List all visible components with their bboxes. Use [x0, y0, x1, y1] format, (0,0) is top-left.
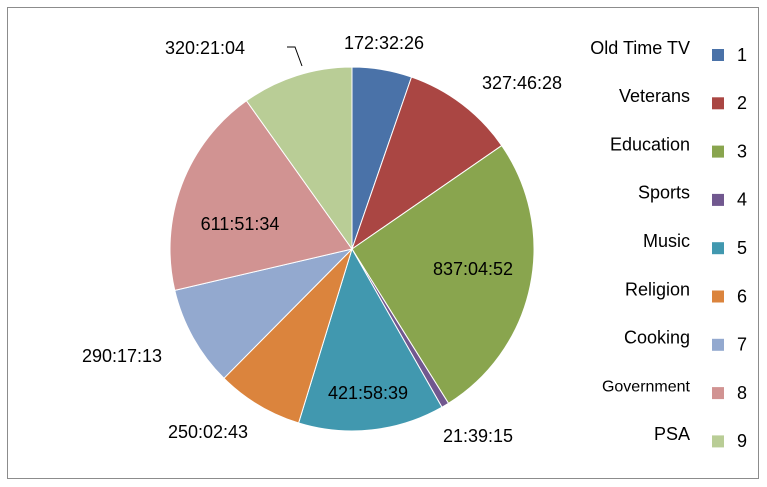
- legend-swatch: [712, 435, 724, 448]
- data-label: 21:39:15: [443, 426, 513, 446]
- legend-id: 3: [737, 141, 747, 161]
- legend-label: Sports: [638, 183, 690, 203]
- legend-label: PSA: [654, 424, 690, 444]
- pie-slice: [351, 144, 535, 405]
- pie-slice: [174, 248, 354, 379]
- legend-swatch: [712, 193, 724, 206]
- pie-slice: [169, 100, 353, 291]
- legend-label: Old Time TV: [590, 38, 690, 58]
- legend-label: Government: [602, 378, 691, 395]
- data-label: 421:58:39: [328, 383, 408, 403]
- data-label: 611:51:34: [201, 214, 280, 234]
- legend-label: Music: [643, 231, 690, 251]
- legend-id: 4: [737, 190, 747, 210]
- legend-swatch: [712, 145, 724, 158]
- leader-line: [287, 46, 303, 67]
- legend-label: Education: [610, 134, 690, 154]
- legend-label: Cooking: [624, 328, 690, 348]
- legend-label: Religion: [625, 279, 690, 299]
- legend-label: Veterans: [619, 86, 690, 106]
- data-label: 172:32:26: [344, 33, 424, 53]
- legend-id: 8: [737, 383, 747, 403]
- legend-id: 7: [737, 335, 747, 355]
- legend-id: 6: [737, 286, 747, 306]
- data-label: 320:21:04: [165, 38, 245, 58]
- legend-swatch: [712, 242, 724, 255]
- legend-id: 2: [737, 93, 747, 113]
- data-label: 250:02:43: [168, 422, 248, 442]
- legend-swatch: [712, 387, 724, 400]
- data-label: 327:46:28: [482, 73, 562, 93]
- pie-slice: [297, 247, 443, 432]
- pie-slice: [245, 66, 353, 251]
- legend-swatch: [712, 290, 724, 303]
- legend-id: 5: [737, 238, 747, 258]
- legend-id: 1: [737, 45, 747, 65]
- legend-swatch: [712, 49, 724, 61]
- legend-id: 9: [737, 431, 747, 451]
- legend-swatch: [712, 338, 724, 351]
- pie-slice: [351, 76, 503, 251]
- data-label: 837:04:52: [433, 259, 513, 279]
- legend-swatch: [712, 97, 724, 110]
- data-label: 290:17:13: [82, 346, 162, 366]
